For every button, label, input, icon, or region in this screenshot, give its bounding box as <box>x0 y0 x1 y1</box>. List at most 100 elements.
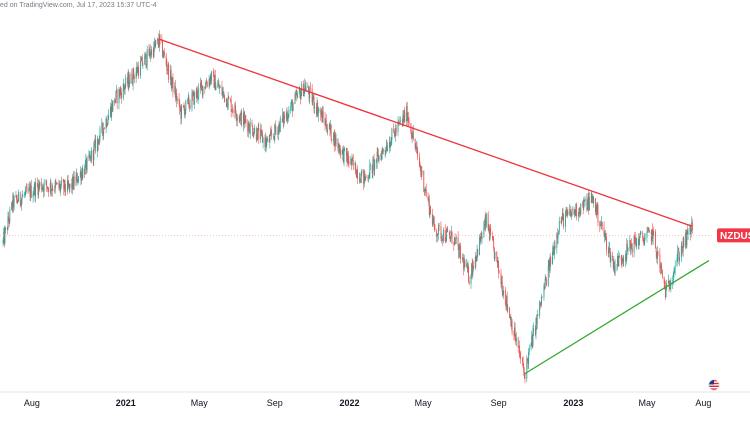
x-axis: Aug 2021 May Sep 2022 May Sep 2023 May Aug <box>24 398 712 408</box>
candle <box>176 96 178 104</box>
candle <box>131 68 133 84</box>
candle <box>531 334 533 349</box>
candle <box>329 122 331 137</box>
candle <box>407 111 409 127</box>
candle <box>167 61 169 76</box>
candle <box>485 212 487 228</box>
candle <box>449 230 450 240</box>
candle <box>682 236 684 257</box>
support-trendline[interactable] <box>524 260 710 375</box>
candle <box>474 251 476 270</box>
candle <box>247 119 249 137</box>
candle <box>496 251 498 263</box>
candle <box>363 169 365 188</box>
candle <box>536 309 538 330</box>
candle <box>271 128 273 141</box>
x-tick-label: Sep <box>491 398 507 408</box>
candle <box>400 116 401 125</box>
candle <box>325 114 327 130</box>
candle <box>403 109 405 124</box>
candle <box>17 189 19 202</box>
candle <box>328 122 330 130</box>
candle <box>86 155 88 174</box>
candle <box>334 130 336 147</box>
candle <box>378 155 380 164</box>
candle <box>165 52 167 67</box>
candle <box>50 179 52 197</box>
candle <box>228 95 230 100</box>
candle <box>507 304 509 312</box>
candle <box>166 58 168 75</box>
candle <box>446 227 448 232</box>
x-tick-label: 2022 <box>340 398 360 408</box>
symbol-price-tag[interactable]: NZDUS <box>717 228 750 243</box>
candle <box>76 168 78 182</box>
candle <box>442 238 444 247</box>
candle <box>360 177 362 184</box>
candle <box>539 300 541 319</box>
candle <box>528 344 530 356</box>
candles-layer <box>2 30 693 384</box>
candle <box>376 147 378 169</box>
candle <box>312 94 314 101</box>
candle <box>514 322 516 342</box>
candle <box>685 229 687 250</box>
candle <box>642 237 644 244</box>
candle <box>218 80 220 89</box>
trendlines-layer <box>159 38 710 375</box>
candle <box>579 207 581 218</box>
candle <box>55 178 57 188</box>
candle <box>120 88 122 104</box>
candle <box>477 249 479 262</box>
candle <box>106 123 108 127</box>
candle <box>347 150 349 166</box>
candle <box>557 234 559 244</box>
candle <box>656 251 658 264</box>
candle <box>663 276 665 289</box>
candle <box>434 223 436 233</box>
candle <box>613 256 615 273</box>
candle <box>170 65 172 89</box>
candle <box>146 45 148 71</box>
candle <box>387 142 389 152</box>
candle <box>359 173 361 183</box>
candle <box>457 231 459 251</box>
candle <box>604 229 606 241</box>
candle <box>296 91 298 99</box>
candle <box>179 105 181 112</box>
x-tick-label: Aug <box>24 398 40 408</box>
candle <box>97 135 98 158</box>
candle <box>460 243 462 264</box>
candle <box>197 86 198 101</box>
us-flag-icon[interactable] <box>708 379 720 391</box>
candle <box>553 240 555 260</box>
candle <box>5 226 6 234</box>
candle <box>441 233 443 244</box>
candle <box>588 192 590 211</box>
candle <box>463 254 465 272</box>
candle <box>493 247 495 261</box>
candle <box>178 92 180 106</box>
candle <box>331 138 333 144</box>
candle <box>544 282 546 291</box>
candle <box>561 215 563 226</box>
candle <box>30 181 32 202</box>
candle <box>145 51 147 69</box>
candle <box>146 63 148 69</box>
resistance-trendline[interactable] <box>159 38 693 228</box>
candle <box>609 241 611 254</box>
candle <box>344 146 346 152</box>
candle <box>556 232 558 254</box>
candle <box>464 258 466 268</box>
candle <box>296 86 298 102</box>
candle <box>219 85 221 88</box>
candle <box>433 216 435 230</box>
candle <box>54 185 56 193</box>
candle <box>489 224 491 241</box>
candle <box>571 206 573 217</box>
candle <box>191 88 193 112</box>
candle <box>625 253 627 262</box>
candle <box>620 254 622 266</box>
candle <box>382 148 384 155</box>
